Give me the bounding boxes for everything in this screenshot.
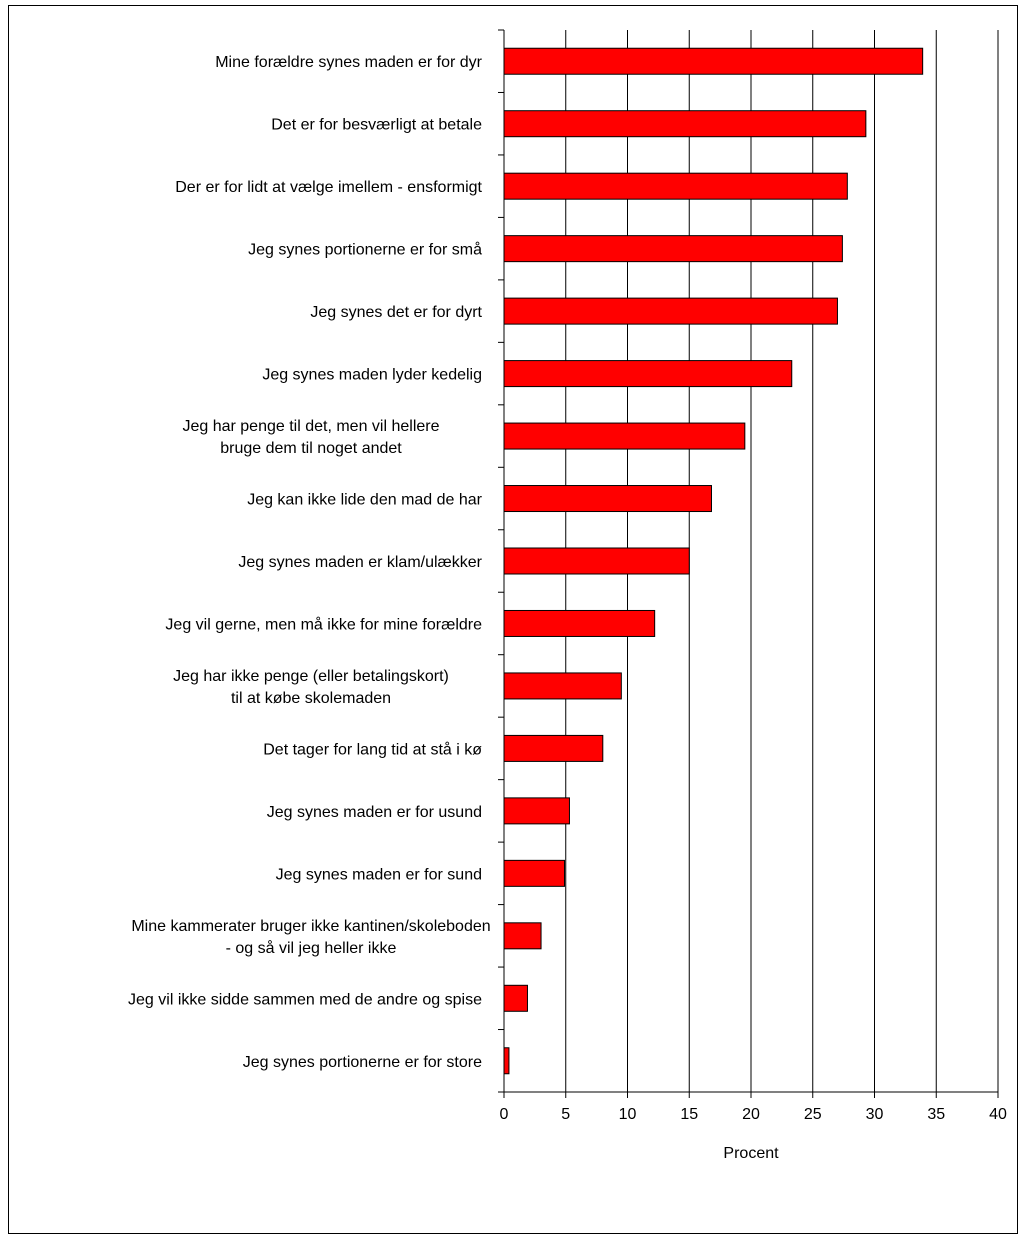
category-label: Jeg har penge til det, men vil hellere br… [182, 418, 439, 457]
category-label: Jeg kan ikke lide den mad de har [247, 492, 482, 509]
bar [503, 360, 793, 388]
category-label: Det tager for lang tid at stå i kø [263, 740, 482, 758]
bar [503, 984, 528, 1012]
x-tick-label: 5 [561, 1106, 570, 1123]
bar [503, 672, 622, 700]
bar [503, 922, 542, 950]
category-label: Mine kammerater bruger ikke kantinen/sko… [131, 918, 490, 957]
bar [503, 609, 656, 637]
category-label: Jeg synes portionerne er for store [243, 1054, 482, 1071]
category-labels: Mine forældre synes maden er for dyr Det … [128, 54, 491, 1071]
x-tick-label: 10 [619, 1106, 637, 1123]
bar [503, 734, 604, 762]
category-label: Jeg har ikke penge (eller betalingskort)… [173, 668, 449, 707]
bar [503, 422, 746, 450]
x-tick-label: 30 [866, 1106, 884, 1123]
category-label: Jeg vil gerne, men må ikke for mine foræ… [165, 615, 482, 633]
bars-layer [503, 47, 924, 1075]
x-tick-label: 20 [742, 1106, 760, 1123]
x-tick-label: 15 [680, 1106, 698, 1123]
x-tick-label: 40 [989, 1106, 1007, 1123]
bar [503, 235, 843, 263]
bar [503, 297, 838, 325]
x-tick-labels: 0 5 10 15 20 25 30 35 40 [500, 1106, 1007, 1123]
bar [503, 1047, 510, 1075]
x-tick-label: 35 [927, 1106, 945, 1123]
category-label: Jeg synes maden er for sund [276, 866, 482, 883]
x-axis-title: Procent [723, 1145, 779, 1162]
category-label: Mine forældre synes maden er for dyr [215, 54, 482, 71]
category-label: Jeg synes det er for dyrt [310, 304, 482, 321]
category-label: Jeg synes portionerne er for små [248, 241, 482, 259]
category-label: Det er for besværligt at betale [271, 117, 482, 134]
category-label: Der er for lidt at vælge imellem - ensfo… [175, 179, 482, 196]
bar [503, 547, 690, 575]
bar [503, 47, 924, 75]
category-label: Jeg synes maden lyder kedelig [262, 367, 482, 384]
bar [503, 859, 566, 887]
bar [503, 110, 867, 138]
category-label: Jeg synes maden er for usund [267, 804, 482, 821]
category-label: Jeg synes maden er klam/ulækker [238, 554, 482, 571]
grid-layer [565, 30, 999, 1092]
axis-layer [498, 29, 999, 1098]
category-label: Jeg vil ikke sidde sammen med de andre o… [128, 991, 482, 1008]
bar [503, 172, 848, 200]
x-tick-label: 0 [500, 1106, 509, 1123]
bar [503, 485, 712, 513]
x-tick-label: 25 [804, 1106, 822, 1123]
bar [503, 797, 570, 825]
